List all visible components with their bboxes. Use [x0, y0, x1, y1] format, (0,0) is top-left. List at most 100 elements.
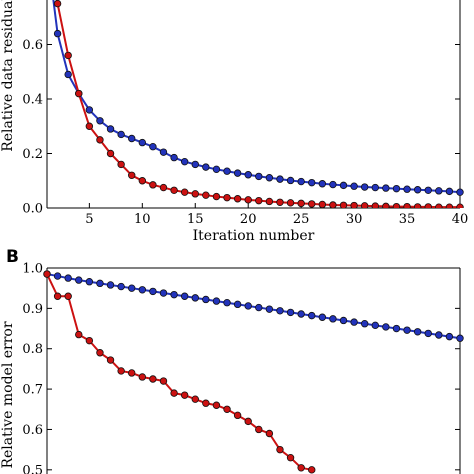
panel-b-series-blue-point: [329, 315, 337, 323]
panel-a-series-blue-point: [413, 186, 422, 194]
panel-b-series-blue-point: [424, 329, 432, 338]
panel-a-series-red-point: [456, 203, 464, 208]
panel-b-series-red-point: [180, 391, 189, 399]
panel-a-series-red-point: [53, 0, 62, 8]
panel-a-series-blue-point: [329, 180, 337, 189]
panel-b-ytick-label: 0.9: [22, 302, 43, 317]
panel-a-series-blue-point: [424, 186, 432, 194]
panel-a-series-red-point: [96, 136, 104, 144]
panel-a-series-red-point: [159, 183, 168, 192]
panel-a-series-red-point: [360, 202, 369, 208]
panel-b-series-blue-point: [297, 310, 305, 318]
panel-b-series-red-point: [286, 454, 295, 462]
panel-b-series-red-point: [53, 292, 62, 300]
panel-a-series-red-point: [403, 202, 411, 208]
panel-a-series-red-point: [424, 203, 432, 208]
panel-a-series-red-point: [435, 203, 443, 208]
panel-a-series-red-point: [180, 188, 189, 196]
panel-b-y-axis-title: Relative model error: [0, 321, 16, 468]
panel-a-series-blue-point: [456, 188, 464, 196]
panel-b-ytick-label: 0.6: [22, 423, 43, 438]
panel-a-series-red-point: [202, 191, 210, 199]
panel-b-series-blue-point: [403, 326, 411, 334]
panel-b-series-blue-point: [212, 297, 221, 305]
panel-b-series-red-point: [170, 389, 178, 397]
panel-b-series-blue-point: [53, 272, 62, 280]
panel-b-series-blue-point: [170, 290, 178, 299]
panel-a-series-red-point: [276, 198, 284, 206]
panel-a-series-red-point: [445, 203, 454, 208]
panel-a-series-blue-point: [276, 175, 284, 183]
panel-a-series-red-point: [265, 197, 274, 206]
panel-b-series-red-point: [202, 399, 210, 407]
panel-a-series-blue-point: [117, 130, 125, 139]
panel-a-series-blue-point: [128, 134, 136, 143]
panel-a-xtick-label: 5: [85, 212, 93, 227]
panel-a-series-red-point: [64, 51, 72, 60]
panel-b-series-blue-point: [191, 294, 199, 302]
panel-b-series-red-point: [64, 292, 72, 300]
panel-b-series-red-point: [75, 330, 83, 339]
panel-a-series-red-point: [170, 186, 178, 194]
panel-b-series-blue-point: [233, 300, 242, 309]
panel-a-series-blue-point: [170, 153, 178, 162]
panel-b-series-red-point: [223, 405, 231, 413]
panel-a-series-red-point: [75, 89, 83, 98]
panel-b-series-red-point: [96, 349, 104, 357]
panel-b-series-blue-point: [318, 313, 327, 321]
panel-a-series-blue-point: [106, 125, 115, 133]
panel-b-series-red-point: [43, 270, 51, 278]
panel-b-series-red-point: [191, 395, 199, 403]
panel-b-series-blue-point: [138, 286, 147, 294]
panel-a-series-blue-point: [244, 171, 252, 179]
panel-b-series-blue-point: [360, 320, 369, 328]
panel-a-series-red-point: [117, 160, 125, 169]
panel-a-series-red-point: [392, 202, 401, 208]
panel-a-series-blue-point: [318, 180, 327, 188]
panel-a-series-red-point: [297, 199, 305, 208]
panel-b-series-blue-point: [106, 281, 115, 289]
panel-b-series-blue-point: [96, 279, 104, 288]
panel-b-series-blue-point: [276, 307, 284, 315]
panel-a-series-red-point: [233, 195, 242, 203]
panel-a-series-red-point: [255, 196, 263, 205]
panel-b-ytick-label: 1.0: [22, 262, 43, 277]
panel-b-series-blue-point: [265, 305, 274, 313]
panel-a-series-blue-point: [445, 187, 454, 196]
panel-a-series-red-point: [350, 201, 358, 208]
panel-b-axes-frame: [46, 267, 461, 474]
panel-a-series-blue-point: [212, 165, 221, 174]
panel-b-series-blue-line: [46, 273, 461, 340]
panel-a-series-blue-point: [223, 167, 231, 175]
panel-b-series-red-point: [233, 411, 242, 420]
panel-b-series-blue-point: [202, 295, 210, 304]
panel-a-ytick-label: 0.6: [22, 38, 43, 53]
panel-b-plot-area: [43, 270, 464, 474]
panel-a-series-red-point: [308, 200, 316, 208]
panel-a-xtick-label: 25: [293, 212, 310, 227]
panel-a-ytick-label: 0.4: [22, 93, 43, 108]
panel-b-series-blue-point: [117, 282, 125, 291]
panel-b-series-blue-point: [308, 311, 316, 320]
panel-b-series-blue-point: [435, 331, 443, 339]
panel-a-series-red-point: [413, 203, 422, 208]
panel-a-xtick-label: 35: [399, 212, 416, 227]
panel-a-series-red-point: [371, 202, 379, 208]
panel-a-series-blue-point: [64, 70, 72, 79]
panel-b-series-blue-point: [244, 302, 252, 310]
panel-b-series-red-point: [128, 369, 136, 377]
panel-a-series-blue-point: [297, 177, 305, 186]
panel-b-series-red-point: [297, 464, 305, 472]
panel-b-series-blue-point: [339, 316, 348, 325]
panel-a-series-blue-point: [339, 181, 348, 190]
panel-b-series-blue-point: [64, 274, 72, 282]
panel-b-series-red-point: [244, 417, 252, 426]
panel-b-series-blue-point: [286, 308, 295, 317]
panel-b-series-blue-point: [255, 303, 263, 312]
panel-a-series-blue-point: [392, 184, 401, 193]
panel-a-series-red-point: [223, 193, 231, 202]
panel-a-series-blue-point: [85, 106, 94, 114]
panel-a-series-blue-point: [191, 160, 199, 169]
panel-a-series-blue-point: [403, 185, 411, 193]
panel-a-series-red-point: [286, 199, 295, 207]
